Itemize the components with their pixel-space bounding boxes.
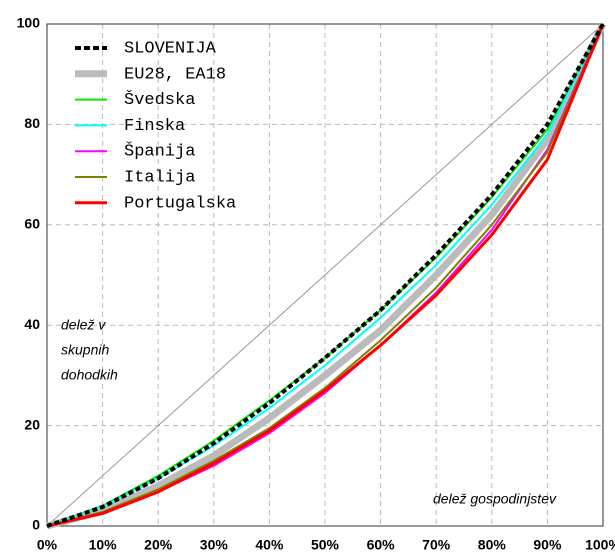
y-axis-label: dohodkih xyxy=(61,367,118,383)
x-tick-label: 100% xyxy=(585,537,615,553)
x-tick-label: 0% xyxy=(37,537,58,553)
x-tick-label: 30% xyxy=(200,537,229,553)
y-tick-label: 100 xyxy=(17,15,41,31)
series-line xyxy=(46,23,604,527)
x-tick-label: 60% xyxy=(367,537,396,553)
series-line xyxy=(46,23,605,528)
plot-frame xyxy=(46,23,604,527)
x-tick-label: 40% xyxy=(255,537,284,553)
legend-label: SLOVENIJA xyxy=(124,39,217,58)
y-tick-label: 60 xyxy=(24,216,40,232)
series-line xyxy=(46,23,605,528)
x-axis-label: delež gospodinjstev xyxy=(433,491,557,507)
x-tick-label: 50% xyxy=(311,537,340,553)
y-tick-label: 40 xyxy=(24,316,40,332)
x-tick-label: 70% xyxy=(422,537,451,553)
x-tick-label: 20% xyxy=(144,537,173,553)
legend-label: EU28, EA18 xyxy=(124,65,226,84)
y-tick-label: 0 xyxy=(32,517,40,533)
equality-line xyxy=(46,23,604,527)
series-line xyxy=(46,22,607,530)
x-tick-label: 80% xyxy=(478,537,507,553)
y-axis-label: skupnih xyxy=(61,342,109,358)
series-line xyxy=(46,23,604,527)
legend-label: Finska xyxy=(124,117,185,136)
x-tick-label: 10% xyxy=(89,537,118,553)
legend-label: Italija xyxy=(124,168,195,187)
legend-label: Švedska xyxy=(124,90,195,110)
y-tick-label: 80 xyxy=(24,115,40,131)
y-tick-label: 20 xyxy=(24,416,40,432)
legend-label: Španija xyxy=(124,142,195,162)
legend-label: Portugalska xyxy=(124,194,236,213)
y-axis-label: delež v xyxy=(61,317,106,333)
x-tick-label: 90% xyxy=(533,537,562,553)
